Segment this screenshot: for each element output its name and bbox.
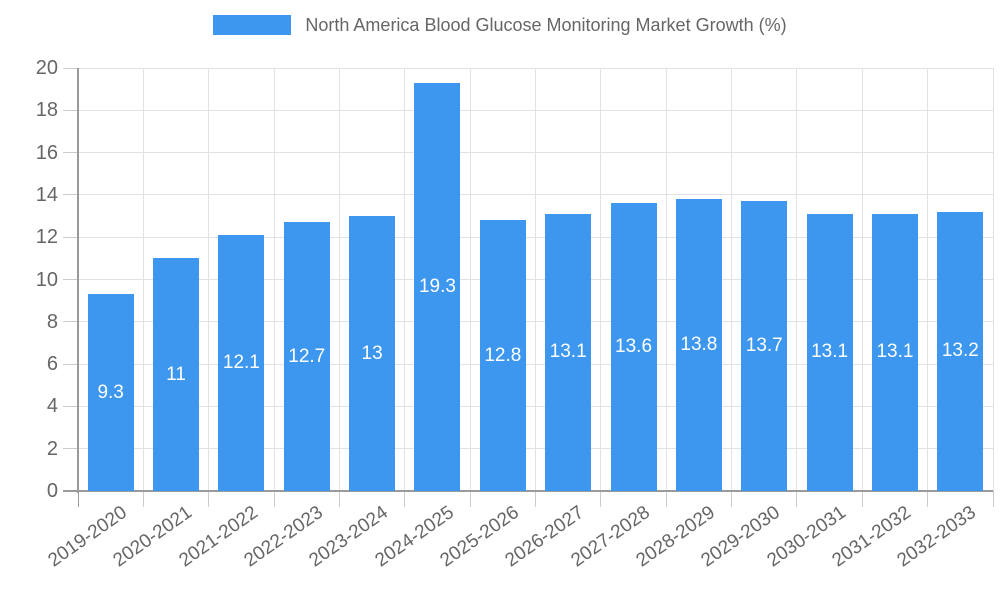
bar-value-label: 12.8 — [484, 344, 522, 366]
bar-value-label: 12.7 — [288, 345, 326, 367]
bar[interactable] — [675, 199, 722, 491]
y-axis-tick — [63, 405, 78, 407]
y-axis-tick-label: 20 — [35, 57, 58, 79]
y-axis-tick — [63, 152, 78, 154]
x-axis-tick — [861, 491, 863, 507]
x-axis-tick — [600, 491, 602, 507]
gridline-vertical — [273, 68, 275, 491]
gridline-vertical — [731, 68, 733, 491]
x-axis-line — [63, 490, 993, 492]
y-axis-tick — [63, 67, 78, 69]
y-axis-tick-label: 14 — [35, 183, 58, 206]
x-axis-tick — [404, 491, 406, 507]
gridline-vertical — [600, 68, 602, 491]
bar-value-label: 12.1 — [222, 352, 260, 374]
bar[interactable] — [414, 82, 461, 491]
y-axis-line — [77, 68, 79, 493]
x-axis-tick — [731, 491, 733, 507]
bar-value-label: 11 — [166, 363, 186, 385]
bar-value-label: 13.1 — [549, 341, 587, 363]
y-axis-tick — [63, 109, 78, 111]
x-axis-tick — [535, 491, 536, 507]
y-axis-tick — [63, 279, 78, 280]
x-axis-tick — [208, 491, 210, 507]
x-axis-tick — [469, 491, 471, 507]
x-axis-tick — [142, 491, 144, 507]
gridline-vertical — [861, 68, 863, 491]
x-axis-tick — [992, 491, 994, 507]
y-axis-tick-label: 8 — [46, 310, 58, 333]
gridline-vertical — [665, 68, 667, 491]
y-axis-tick — [63, 321, 78, 323]
bar[interactable] — [153, 258, 200, 491]
bar-value-label: 13.6 — [615, 336, 653, 358]
x-axis-tick — [796, 491, 798, 507]
bar[interactable] — [87, 294, 134, 491]
y-axis-tick-label: 10 — [35, 268, 58, 291]
y-axis-tick-label: 0 — [46, 480, 58, 502]
bar-value-label: 9.3 — [97, 381, 124, 403]
y-axis-tick-label: 6 — [46, 353, 58, 376]
x-axis-tick — [338, 491, 340, 507]
gridline-vertical — [927, 68, 929, 491]
bar-value-label: 13.1 — [876, 341, 914, 363]
bar[interactable] — [806, 213, 853, 491]
y-axis-tick-label: 2 — [46, 437, 58, 460]
legend: North America Blood Glucose Monitoring M… — [0, 14, 1000, 36]
bar-value-label: 19.3 — [418, 275, 456, 297]
x-axis-tick — [273, 491, 275, 507]
y-axis-tick — [63, 236, 78, 238]
y-axis-tick-label: 16 — [35, 141, 58, 164]
x-axis-tick — [77, 491, 79, 507]
gridline-vertical — [469, 68, 471, 491]
gridline-vertical — [796, 68, 798, 491]
y-axis-tick-label: 4 — [46, 395, 58, 418]
bar[interactable] — [545, 213, 592, 491]
legend-label[interactable]: North America Blood Glucose Monitoring M… — [305, 15, 787, 35]
bar[interactable] — [741, 201, 788, 491]
bar[interactable] — [479, 220, 526, 491]
gridline-vertical — [535, 68, 536, 491]
bar[interactable] — [218, 235, 265, 491]
y-axis-tick-label: 18 — [35, 99, 58, 122]
gridline-vertical — [142, 68, 144, 491]
x-axis-tick — [927, 491, 929, 507]
legend-swatch[interactable] — [213, 15, 292, 35]
bar-value-label: 13.7 — [745, 335, 783, 357]
bar-value-label: 13.8 — [680, 334, 718, 356]
gridline-vertical — [404, 68, 406, 491]
gridline-vertical — [208, 68, 210, 491]
x-axis-tick — [665, 491, 667, 507]
bar[interactable] — [937, 211, 984, 491]
y-axis-tick — [63, 448, 78, 450]
gridline-vertical — [338, 68, 340, 491]
bar[interactable] — [349, 216, 396, 491]
bar-value-label: 13.1 — [811, 341, 849, 363]
y-axis-tick-label: 12 — [35, 226, 58, 249]
bar-value-label: 13.2 — [941, 340, 979, 362]
bar[interactable] — [610, 203, 657, 491]
gridline-vertical — [992, 68, 994, 491]
y-axis-tick — [63, 363, 78, 365]
bar[interactable] — [871, 213, 918, 491]
bar-value-label: 13 — [361, 342, 383, 364]
bar[interactable] — [283, 222, 330, 491]
y-axis-tick — [63, 194, 78, 196]
